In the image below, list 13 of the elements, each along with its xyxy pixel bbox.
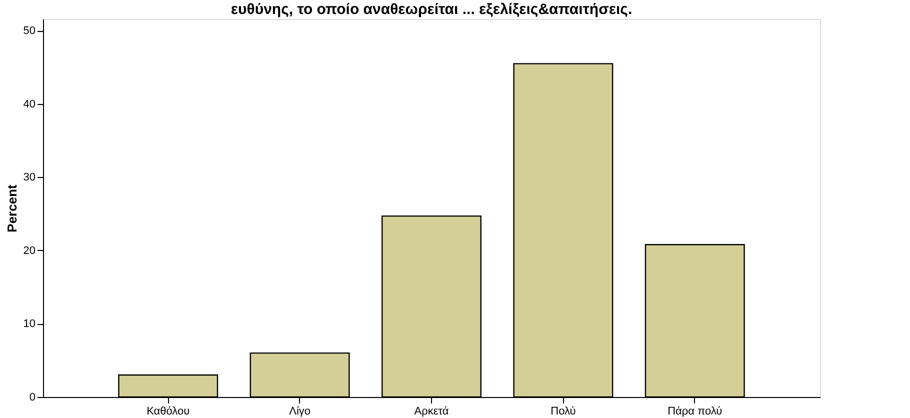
y-tick-label: 20 (23, 244, 36, 257)
y-tick-label: 50 (23, 25, 36, 38)
y-tick-label: 10 (23, 318, 36, 330)
y-tick-label: 0 (29, 392, 36, 404)
y-tick-label: 30 (23, 172, 36, 184)
y-tick-label: 40 (23, 98, 36, 110)
x-tick-label: Αρκετά (414, 406, 450, 418)
chart-title: ευθύνης, το οποίο αναθεωρείται ... εξελίξεις&απαιτήσεις. (230, 1, 632, 18)
x-tick-label: Καθόλου (146, 406, 190, 418)
x-tick-label: Πάρα πολύ (668, 406, 722, 418)
x-tick-label: Λίγο (289, 406, 311, 418)
y-axis-title: Percent (4, 184, 20, 232)
x-tick-label: Πολύ (550, 406, 576, 418)
